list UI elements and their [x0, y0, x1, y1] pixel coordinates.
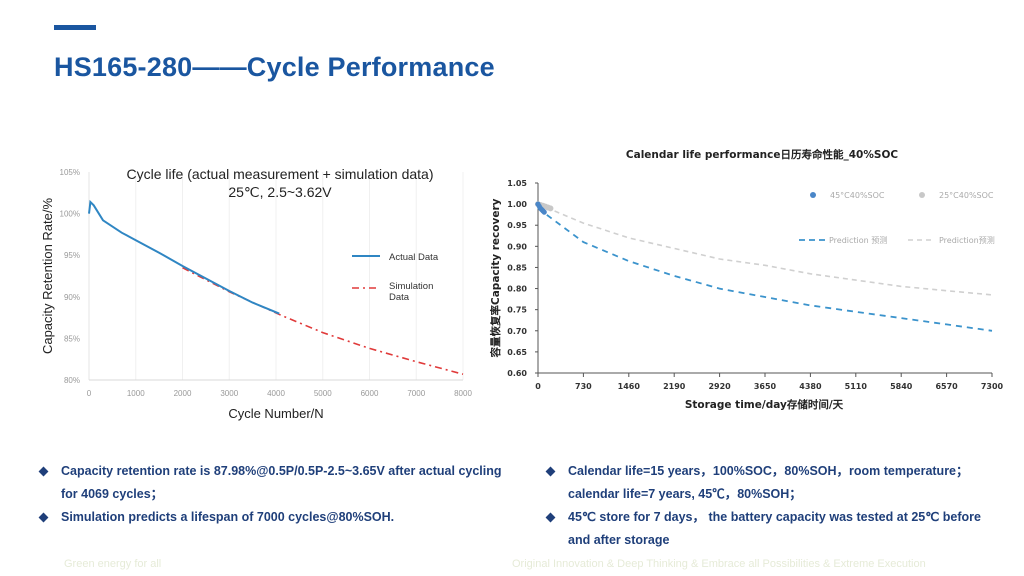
- y-tick-label: 95%: [64, 251, 80, 260]
- x-tick-label: 5840: [890, 382, 913, 391]
- x-tick-label: 1460: [618, 382, 641, 391]
- left-x-axis-label: Cycle Number/N: [228, 406, 323, 421]
- legend-45c-marker: [810, 192, 816, 198]
- x-tick-label: 5000: [314, 389, 332, 398]
- y-tick-label: 0.70: [507, 327, 527, 336]
- right-x-tick-labels: 0 730 1460 2190 2920 3650 4380 5110 5840 6570 7300: [535, 373, 1004, 391]
- bullet-item: 45℃ store for 7 days， the battery capaci…: [545, 506, 1005, 552]
- y-tick-label: 0.65: [507, 348, 527, 357]
- page-title: HS165-280——Cycle Performance: [54, 52, 495, 82]
- left-x-tick-labels: 0 1000 2000 3000 4000 5000 6000 7000 8000: [87, 389, 473, 398]
- left-grid: [88, 172, 464, 380]
- x-tick-label: 8000: [454, 389, 472, 398]
- right-chart-title: Calendar life performance日历寿命性能_40%SOC: [626, 148, 898, 161]
- bullet-text: Simulation predicts a lifespan of 7000 c…: [61, 510, 395, 524]
- left-y-tick-labels: 80% 85% 90% 95% 100% 105%: [60, 168, 80, 385]
- y-tick-label: 80%: [64, 376, 80, 385]
- left-y-axis-label: Capacity Retention Rate/%: [40, 198, 55, 355]
- footer-values: Original Innovation & Deep Thinking & Em…: [512, 558, 926, 570]
- x-tick-label: 0: [535, 382, 541, 391]
- bullet-text: Calendar life=15 years，100%SOC，80%SOH，ro…: [568, 464, 969, 501]
- right-bullet-list: Calendar life=15 years，100%SOC，80%SOH，ro…: [545, 460, 1005, 552]
- x-tick-label: 6570: [935, 382, 958, 391]
- bullet-text: Capacity retention rate is 87.98%@0.5P/0…: [61, 464, 502, 501]
- actual-data-line: [88, 199, 280, 315]
- calendar-life-chart: Calendar life performance日历寿命性能_40%SOC 0…: [489, 148, 1004, 411]
- y-tick-label: 0.75: [507, 306, 527, 315]
- legend-pred45-label: Prediction 预测: [829, 235, 887, 245]
- diamond-bullet-icon: [38, 466, 49, 477]
- x-tick-label: 730: [575, 382, 592, 391]
- x-tick-label: 6000: [361, 389, 379, 398]
- cycle-life-chart: 0 1000 2000 3000 4000 5000 6000 7000 8000 80% 85%…: [40, 166, 472, 421]
- right-x-axis-label: Storage time/day存储时间/天: [685, 398, 844, 411]
- diamond-bullet-icon: [38, 512, 49, 523]
- legend-25c-marker: [919, 192, 925, 198]
- bullet-item: Simulation predicts a lifespan of 7000 c…: [38, 506, 518, 529]
- y-tick-label: 1.00: [507, 200, 527, 209]
- diamond-bullet-icon: [545, 512, 556, 523]
- x-tick-label: 3650: [754, 382, 777, 391]
- right-y-tick-labels: 0.60 0.65 0.70 0.75 0.80 0.85 0.90 0.95 1.00 1.05: [507, 179, 538, 378]
- x-tick-label: 7000: [407, 389, 425, 398]
- footer-slogan: Green energy for all: [64, 558, 162, 570]
- y-tick-label: 90%: [64, 293, 80, 302]
- y-tick-label: 0.85: [507, 263, 527, 272]
- legend-pred25-label: Prediction预测: [939, 235, 995, 245]
- bullet-item: Capacity retention rate is 87.98%@0.5P/0…: [38, 460, 518, 506]
- legend-45c-label: 45°C40%SOC: [830, 191, 885, 200]
- y-tick-label: 0.80: [507, 285, 527, 294]
- diamond-bullet-icon: [545, 466, 556, 477]
- y-tick-label: 1.05: [507, 179, 527, 188]
- y-tick-label: 0.60: [507, 369, 527, 378]
- left-chart-subtitle: 25℃, 2.5~3.62V: [228, 184, 332, 200]
- x-tick-label: 4380: [799, 382, 822, 391]
- legend-25c-label: 25°C40%SOC: [939, 191, 994, 200]
- x-tick-label: 7300: [981, 382, 1004, 391]
- data-point-45c: [541, 209, 547, 215]
- x-tick-label: 2190: [663, 382, 686, 391]
- y-tick-label: 100%: [60, 210, 80, 219]
- legend-actual-label: Actual Data: [389, 252, 439, 263]
- left-bullet-list: Capacity retention rate is 87.98%@0.5P/0…: [38, 460, 518, 529]
- y-tick-label: 85%: [64, 334, 80, 343]
- x-tick-label: 2000: [174, 389, 192, 398]
- x-tick-label: 2920: [708, 382, 731, 391]
- x-tick-label: 1000: [127, 389, 145, 398]
- left-chart-title: Cycle life (actual measurement + simulat…: [127, 166, 434, 182]
- right-y-axis-label: 容量恢复率Capacity recovery: [489, 198, 502, 358]
- y-tick-label: 0.95: [507, 221, 527, 230]
- points-45c: [535, 201, 547, 215]
- x-tick-label: 3000: [220, 389, 238, 398]
- y-tick-label: 105%: [60, 168, 80, 177]
- prediction-25c-line: [537, 203, 993, 296]
- bullet-item: Calendar life=15 years，100%SOC，80%SOH，ro…: [545, 460, 1005, 506]
- data-point-25c: [547, 205, 554, 212]
- prediction-45c-line: [537, 207, 993, 332]
- y-tick-label: 0.90: [507, 242, 527, 251]
- legend-simulation-label: Simulation Data: [389, 281, 433, 303]
- x-tick-label: 5110: [845, 382, 868, 391]
- title-accent-bar: [54, 25, 96, 30]
- x-tick-label: 4000: [267, 389, 285, 398]
- bullet-text: 45℃ store for 7 days， the battery capaci…: [568, 510, 981, 547]
- x-tick-label: 0: [87, 389, 92, 398]
